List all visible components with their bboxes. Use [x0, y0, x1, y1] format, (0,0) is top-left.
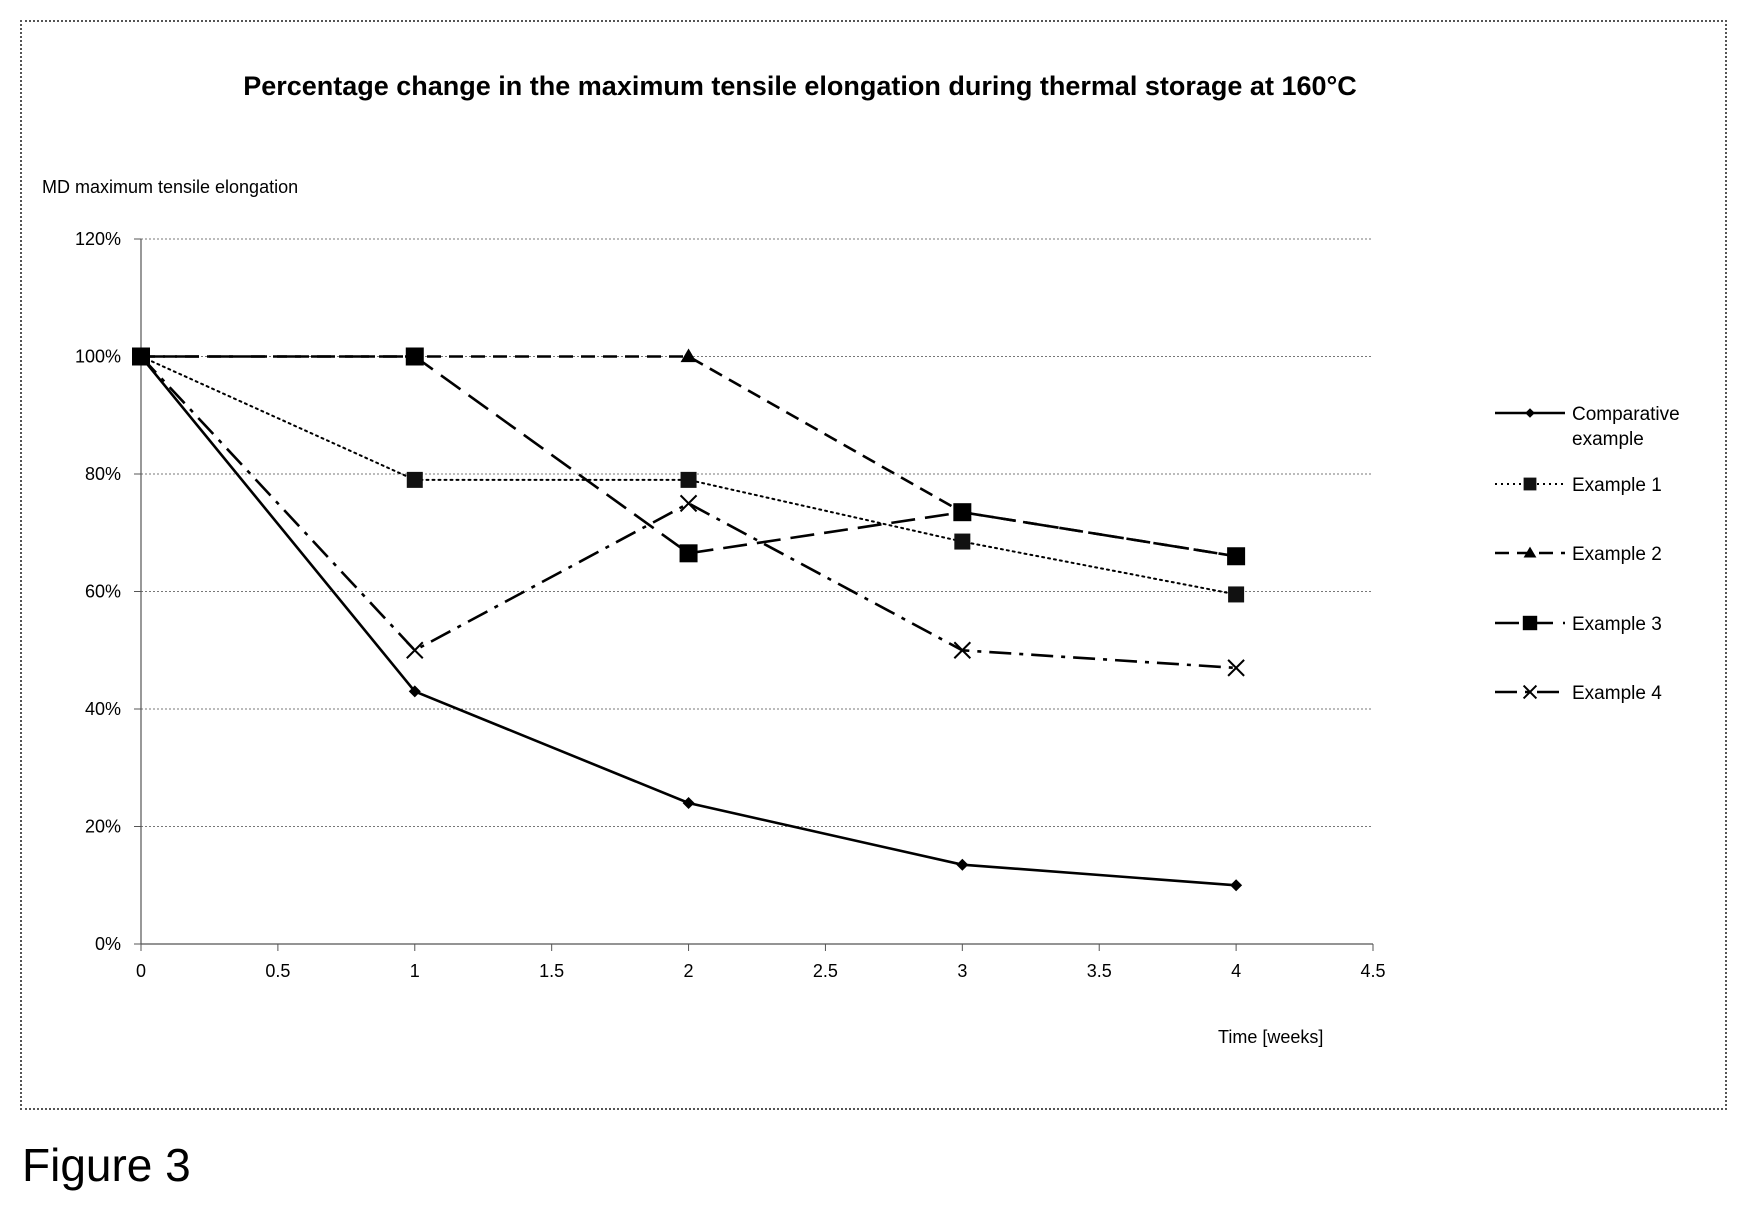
legend-label: Example 3	[1572, 614, 1662, 635]
series-line	[141, 355, 1237, 558]
x-tick-label: 2	[684, 961, 694, 981]
data-point	[1228, 586, 1245, 603]
y-tick-label: 60%	[85, 582, 121, 602]
axes-layer: 0% 20% 40% 60% 80% 100% 120% 0 0.5 1 1.5 2 2.5 3 3.5 4 4…	[75, 229, 1386, 981]
legend-label: Comparative	[1572, 404, 1680, 425]
legend-label: Example 4	[1572, 683, 1662, 704]
x-tick-label: 0	[136, 961, 146, 981]
x-tick-label: 1	[410, 961, 420, 981]
data-point	[132, 347, 150, 366]
data-point	[406, 471, 423, 488]
data-point	[408, 685, 421, 698]
series-1	[135, 350, 1243, 892]
legend: Comparative example Example 1 Example 2 Exam…	[1495, 404, 1680, 704]
legend-entry: Example 1	[1495, 475, 1662, 496]
legend-entry: Comparative example	[1495, 404, 1680, 450]
legend-marker	[1522, 684, 1538, 700]
x-axis-label: Time [weeks]	[1218, 1027, 1323, 1047]
y-tick-label: 80%	[85, 464, 121, 484]
grid-layer	[141, 238, 1373, 827]
legend-marker	[1523, 477, 1537, 491]
chart-frame	[20, 20, 1727, 1110]
y-axis-label: MD maximum tensile elongation	[42, 177, 298, 197]
y-tick-label: 40%	[85, 699, 121, 719]
legend-marker	[1523, 546, 1537, 558]
series-2	[133, 348, 1245, 603]
series-line	[140, 355, 1238, 596]
legend-marker	[1525, 408, 1535, 418]
x-tick-label: 1.5	[539, 961, 564, 981]
legend-label: Example 1	[1572, 475, 1662, 496]
y-tick-label: 0%	[95, 934, 121, 954]
data-point	[954, 533, 971, 550]
data-point	[679, 494, 698, 513]
data-point	[1230, 879, 1243, 892]
figure-label: Figure 3	[22, 1139, 191, 1191]
legend-entry: Example 4	[1495, 683, 1662, 704]
legend-label: Example 2	[1572, 544, 1662, 565]
data-point	[1227, 659, 1245, 677]
data-point	[679, 544, 698, 563]
chart-title: Percentage change in the maximum tensile…	[243, 71, 1357, 101]
series-line	[141, 355, 1237, 558]
x-tick-label: 4.5	[1360, 961, 1385, 981]
data-point	[680, 471, 697, 488]
x-tick-label: 3.5	[1087, 961, 1112, 981]
series-line	[140, 355, 1237, 670]
series-4	[132, 347, 1246, 566]
series-5	[132, 347, 1245, 677]
y-tick-label: 20%	[85, 817, 121, 837]
data-point	[680, 348, 697, 363]
data-point	[953, 503, 972, 522]
data-point	[406, 641, 424, 659]
data-point	[956, 858, 969, 871]
legend-entry: Example 3	[1495, 614, 1662, 635]
data-point	[1227, 547, 1246, 566]
y-tick-label: 120%	[75, 229, 121, 249]
x-tick-label: 3	[957, 961, 967, 981]
legend-label: example	[1572, 429, 1644, 450]
legend-entry: Example 2	[1495, 544, 1662, 565]
data-point	[953, 641, 972, 659]
y-tick-label: 100%	[75, 347, 121, 367]
x-tick-label: 0.5	[265, 961, 290, 981]
series-layer	[132, 347, 1246, 892]
x-tick-label: 2.5	[813, 961, 838, 981]
data-point	[682, 797, 695, 809]
x-tick-label: 4	[1231, 961, 1241, 981]
data-point	[405, 347, 424, 366]
legend-marker	[1522, 615, 1538, 631]
